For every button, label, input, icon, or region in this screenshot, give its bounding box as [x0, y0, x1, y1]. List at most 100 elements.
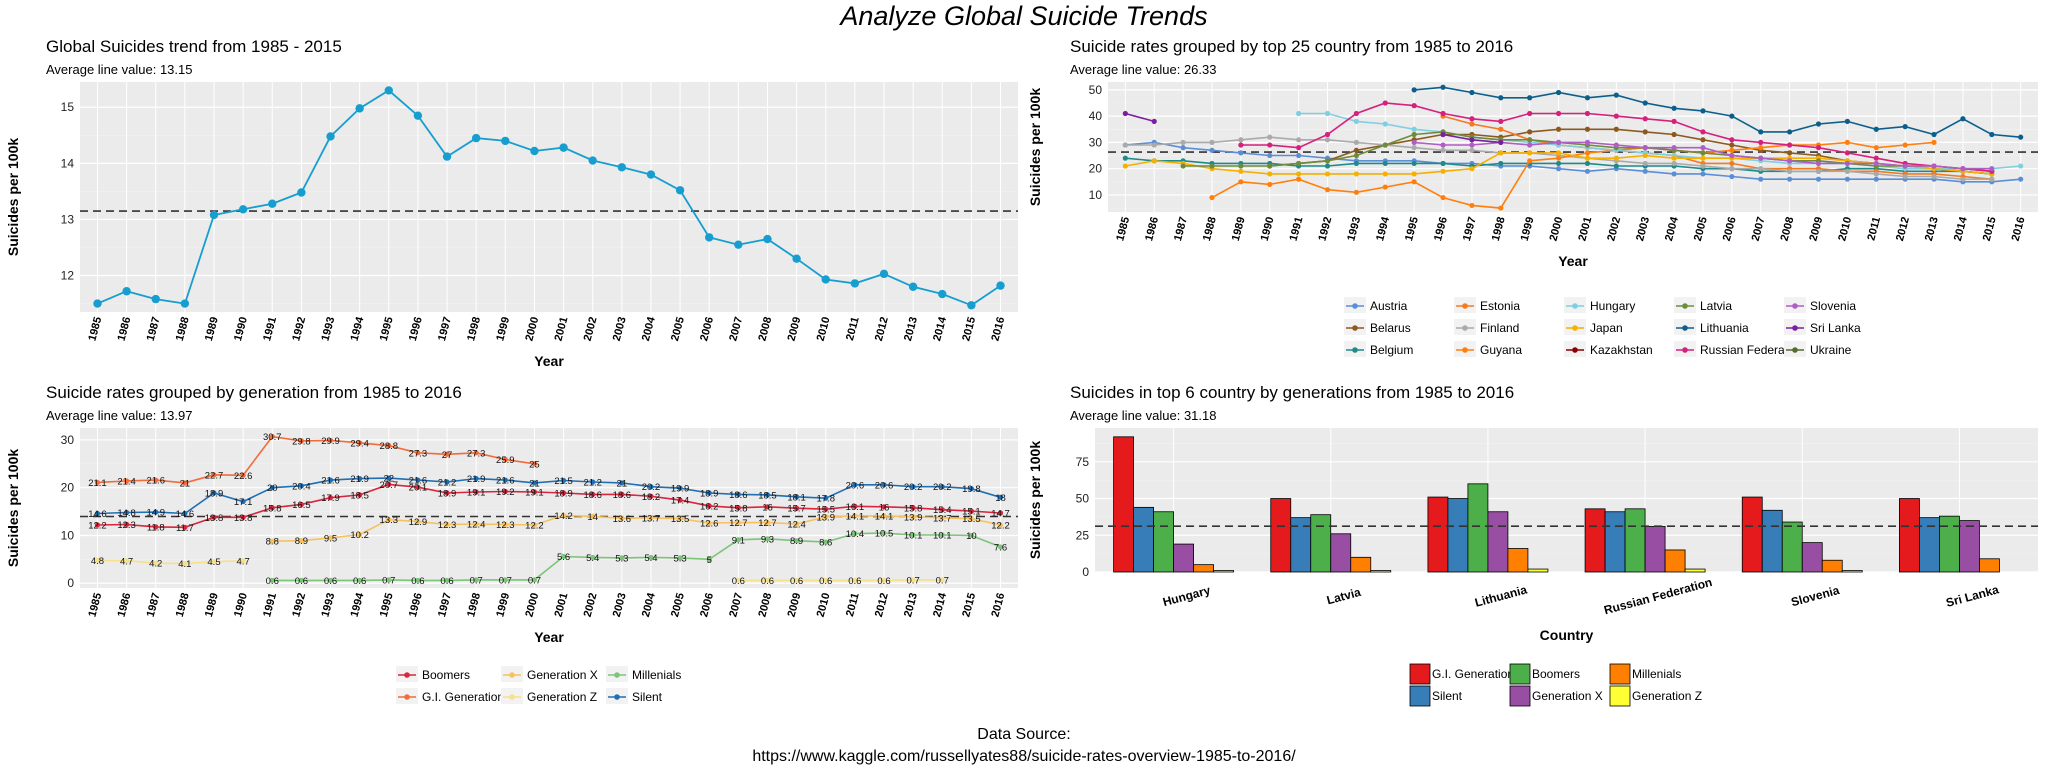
legend-label: Belarus [1370, 321, 1411, 335]
x-tick-label: 1993 [319, 316, 337, 343]
legend-key [1509, 685, 1531, 707]
x-tick-label: 2012 [873, 592, 891, 619]
data-label: 16 [762, 502, 773, 513]
data-point [1209, 139, 1215, 146]
data-point [910, 532, 916, 538]
data-point [182, 561, 188, 567]
legend-label: Boomers [1532, 667, 1580, 681]
data-point [1469, 121, 1475, 127]
data-point [94, 522, 101, 528]
y-tick-label: 12 [61, 269, 75, 283]
x-tick-label: 1989 [1230, 216, 1248, 243]
x-tick-label: 1999 [1519, 216, 1537, 243]
data-point [1642, 100, 1648, 106]
series-line [97, 89, 1002, 307]
x-tick-label: 1999 [494, 316, 512, 343]
data-point [1527, 150, 1533, 156]
data-label: 4.7 [120, 556, 133, 567]
data-point [211, 490, 217, 496]
series-line [97, 477, 1001, 515]
data-label: 15.5 [816, 505, 835, 516]
data-label: 8.8 [266, 537, 279, 548]
data-label: 21.6 [409, 476, 428, 487]
legend-label: Generation X [1532, 689, 1603, 703]
data-point [648, 515, 654, 521]
x-tick-label: 2003 [611, 316, 629, 343]
data-label: 0.7 [470, 575, 483, 586]
data-point [1411, 139, 1417, 146]
data-point [1267, 163, 1273, 169]
x-tick-label: 1995 [378, 592, 396, 619]
data-point [706, 520, 712, 526]
data-point [560, 490, 567, 496]
data-point [1469, 166, 1475, 172]
data-point [502, 456, 508, 463]
data-label: 10.5 [875, 529, 894, 540]
data-point [94, 557, 101, 563]
data-point [1324, 171, 1331, 177]
legend-label: Guyana [1480, 343, 1522, 357]
bar [1644, 526, 1666, 573]
data-point [590, 554, 596, 561]
data-point [1613, 155, 1619, 161]
data-point [794, 505, 800, 511]
data-point [473, 450, 479, 456]
data-point [1411, 160, 1417, 167]
data-point [1527, 129, 1533, 135]
data-point [852, 577, 858, 583]
data-point [1296, 152, 1302, 159]
data-point [1353, 147, 1359, 153]
data-point [2018, 176, 2024, 182]
data-point [1729, 147, 1735, 153]
data-label: 18 [995, 493, 1006, 504]
legend-label: G.I. Generation [422, 690, 504, 704]
data-label: 20.2 [642, 482, 661, 493]
bar [1173, 543, 1194, 573]
data-label: 14.6 [176, 509, 195, 520]
data-point [211, 559, 217, 565]
data-point [1353, 118, 1359, 124]
chart-title: Suicides in top 6 country by generations… [1070, 383, 1514, 402]
data-label: 19.1 [525, 488, 544, 499]
data-point [182, 510, 188, 517]
x-tick-label: 2016 [2010, 216, 2028, 243]
data-label: 12.3 [496, 520, 515, 531]
x-tick-label: 1998 [1490, 216, 1508, 243]
data-point [384, 86, 393, 95]
data-label: 19.8 [962, 484, 981, 495]
data-point [1238, 163, 1244, 169]
chart-title: Suicide rates grouped by top 25 country … [1070, 37, 1513, 56]
x-tick-label: 2012 [873, 316, 891, 343]
data-point [1931, 131, 1937, 138]
data-point [1671, 145, 1677, 151]
bar [1153, 511, 1174, 573]
legend-key-point [1572, 303, 1578, 309]
data-point [1498, 95, 1504, 101]
data-point [881, 530, 887, 536]
source-url[interactable]: https://www.kaggle.com/russellyates88/su… [752, 748, 1296, 765]
data-label: 0.6 [732, 576, 745, 587]
data-point [386, 443, 392, 449]
x-tick-label: 1995 [378, 316, 396, 343]
data-label: 5.3 [615, 553, 628, 564]
legend-top6: G.I. Generation Boomers Millenials Silent Ge… [1409, 663, 1702, 707]
data-point [1960, 176, 1966, 182]
data-point [1729, 173, 1735, 180]
data-label: 18.9 [554, 488, 573, 499]
data-point [1498, 160, 1504, 167]
data-point [735, 537, 741, 543]
data-label: 10 [966, 531, 977, 542]
data-label: 18.6 [583, 490, 602, 501]
data-point [764, 492, 771, 498]
bar [1113, 436, 1134, 573]
data-point [735, 505, 741, 511]
data-point [122, 287, 131, 296]
data-point [1151, 118, 1157, 124]
data-point [764, 519, 771, 526]
data-label: 0.6 [877, 576, 890, 587]
data-point [153, 509, 159, 515]
data-label: 25 [529, 459, 540, 470]
x-tick-label: 1985 [86, 592, 104, 619]
x-tick-label: 2011 [1865, 216, 1883, 242]
x-tick-label: 2001 [553, 316, 571, 343]
